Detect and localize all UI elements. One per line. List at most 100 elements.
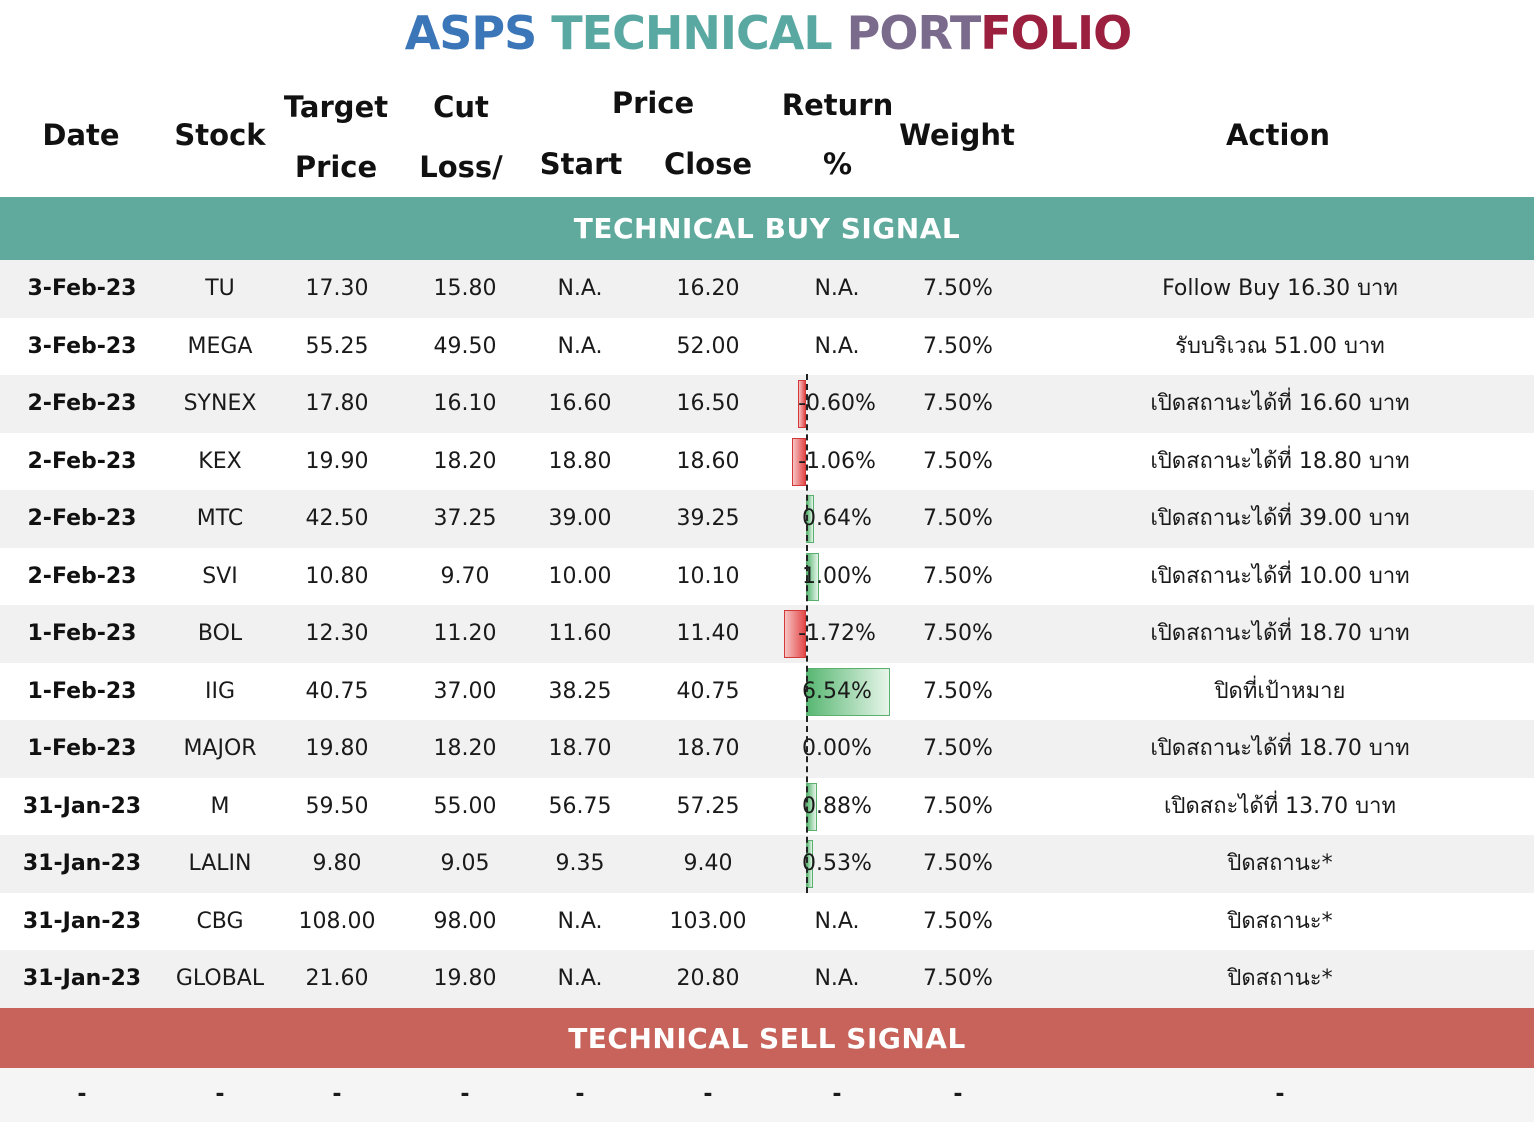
cell-weight: 7.50%	[923, 678, 993, 704]
cell-close: 20.80	[676, 966, 740, 991]
sell-signal-band: TECHNICAL SELL SIGNAL	[0, 1008, 1534, 1068]
cell-ret: N.A.	[814, 966, 860, 991]
header-start: Start	[539, 147, 623, 181]
cell-close: 57.25	[676, 793, 740, 819]
table-row: 2-Feb-23 SYNEX 17.80 16.10 16.60 16.50 -0.60% 7…	[0, 375, 1534, 433]
cell-cut: 98.00	[433, 908, 497, 934]
return-bar	[792, 437, 806, 486]
cell-target: 9.80	[312, 851, 362, 876]
page-title: ASPS TECHNICAL PORTFOLIO	[0, 6, 1536, 60]
cell-stock: MAJOR	[183, 736, 257, 761]
cell-date: 1-Feb-23	[27, 621, 137, 646]
sell-close: -	[703, 1082, 713, 1107]
cell-close: 40.75	[676, 678, 740, 704]
header-price: Price	[611, 86, 695, 120]
cell-ret: 0.53%	[802, 851, 872, 876]
cell-stock: GLOBAL	[175, 966, 265, 991]
cell-weight: 7.50%	[923, 736, 993, 761]
cell-stock: LALIN	[188, 851, 252, 876]
cell-weight: 7.50%	[923, 506, 993, 531]
header-stock: Stock	[174, 118, 266, 152]
cell-start: 10.00	[548, 563, 612, 589]
cell-target: 55.25	[305, 333, 369, 359]
cell-target: 42.50	[305, 506, 369, 531]
cell-stock: MEGA	[187, 333, 253, 359]
title-word-portfolio-a: PORT	[846, 6, 982, 60]
cell-start: 18.70	[548, 736, 612, 761]
header-cut-1: Cut	[433, 90, 489, 124]
cell-action: Follow Buy 16.30 บาท	[1162, 276, 1398, 301]
return-bar	[783, 610, 806, 658]
cell-action: รับบริเวณ 51.00 บาท	[1175, 333, 1385, 359]
cell-start: N.A.	[557, 333, 603, 359]
cell-stock: M	[210, 793, 230, 819]
cell-action: เปิดสถานะได้ที่ 18.80 บาท	[1150, 448, 1410, 474]
cell-close: 52.00	[676, 333, 740, 359]
cell-cut: 9.70	[440, 563, 490, 589]
cell-date: 2-Feb-23	[27, 506, 137, 531]
cell-target: 17.30	[305, 276, 369, 301]
cell-cut: 9.05	[440, 851, 490, 876]
cell-cut: 19.80	[433, 966, 497, 991]
cell-weight: 7.50%	[923, 908, 993, 934]
cell-date: 31-Jan-23	[22, 793, 142, 819]
cell-stock: KEX	[198, 448, 242, 474]
table-row: 31-Jan-23 LALIN 9.80 9.05 9.35 9.40 0.53% 7.50%…	[0, 835, 1534, 893]
cell-start: N.A.	[557, 966, 603, 991]
table-row: 1-Feb-23 MAJOR 19.80 18.20 18.70 18.70 0.00% 7.…	[0, 720, 1534, 778]
sell-date: -	[77, 1082, 87, 1107]
cell-date: 31-Jan-23	[22, 908, 142, 934]
cell-start: N.A.	[557, 908, 603, 934]
sell-return: -	[832, 1082, 842, 1107]
cell-ret: 0.88%	[802, 793, 872, 819]
cell-ret: -1.72%	[798, 621, 876, 646]
sell-signal-row: - - - - - - - - -	[0, 1068, 1534, 1122]
cell-start: 38.25	[548, 678, 612, 704]
header-target-2: Price	[294, 150, 378, 184]
title-word-portfolio: PORTFOLIO	[846, 6, 1133, 60]
header-target-1: Target	[283, 90, 389, 124]
buy-signal-band: TECHNICAL BUY SIGNAL	[0, 197, 1534, 260]
cell-close: 10.10	[676, 563, 740, 589]
cell-cut: 16.10	[433, 391, 497, 416]
cell-target: 40.75	[305, 678, 369, 704]
cell-weight: 7.50%	[923, 333, 993, 359]
table-row: 3-Feb-23 MEGA 55.25 49.50 N.A. 52.00 N.A. 7.50%…	[0, 318, 1534, 376]
cell-date: 31-Jan-23	[22, 851, 142, 876]
header-action: Action	[1225, 118, 1330, 152]
cell-close: 16.20	[676, 276, 740, 301]
cell-stock: BOL	[197, 621, 243, 646]
cell-action: เปิดสถานะได้ที่ 16.60 บาท	[1150, 391, 1410, 416]
cell-weight: 7.50%	[923, 851, 993, 876]
cell-cut: 11.20	[433, 621, 497, 646]
cell-ret: N.A.	[814, 333, 860, 359]
cell-stock: CBG	[196, 908, 244, 934]
sell-weight: -	[953, 1082, 963, 1107]
cell-target: 108.00	[298, 908, 376, 934]
cell-date: 3-Feb-23	[27, 333, 137, 359]
header-return-1: Return	[781, 88, 894, 122]
cell-action: ปิดสถานะ*	[1227, 908, 1333, 934]
cell-action: เปิดสถานะได้ที่ 10.00 บาท	[1150, 563, 1410, 589]
cell-cut: 37.25	[433, 506, 497, 531]
header-return-2: %	[822, 147, 853, 181]
cell-cut: 55.00	[433, 793, 497, 819]
table-row: 2-Feb-23 SVI 10.80 9.70 10.00 10.10 1.00% 7.50%…	[0, 548, 1534, 606]
cell-ret: 0.64%	[802, 506, 872, 531]
buy-signal-table: 3-Feb-23 TU 17.30 15.80 N.A. 16.20 N.A. 7.50% Fo…	[0, 260, 1534, 1008]
cell-cut: 18.20	[433, 736, 497, 761]
title-word-asps: ASPS	[404, 6, 538, 60]
table-row: 1-Feb-23 BOL 12.30 11.20 11.60 11.40 -1.72% 7.5…	[0, 605, 1534, 663]
cell-target: 21.60	[305, 966, 369, 991]
return-zero-axis	[806, 374, 808, 893]
cell-target: 19.90	[305, 448, 369, 474]
cell-start: 16.60	[548, 391, 612, 416]
cell-stock: MTC	[196, 506, 244, 531]
sell-stock: -	[215, 1082, 225, 1107]
cell-date: 31-Jan-23	[22, 966, 142, 991]
header-close: Close	[663, 147, 753, 181]
table-row: 3-Feb-23 TU 17.30 15.80 N.A. 16.20 N.A. 7.50% Fo…	[0, 260, 1534, 318]
cell-cut: 49.50	[433, 333, 497, 359]
cell-ret: N.A.	[814, 276, 860, 301]
sell-target: -	[332, 1082, 342, 1107]
